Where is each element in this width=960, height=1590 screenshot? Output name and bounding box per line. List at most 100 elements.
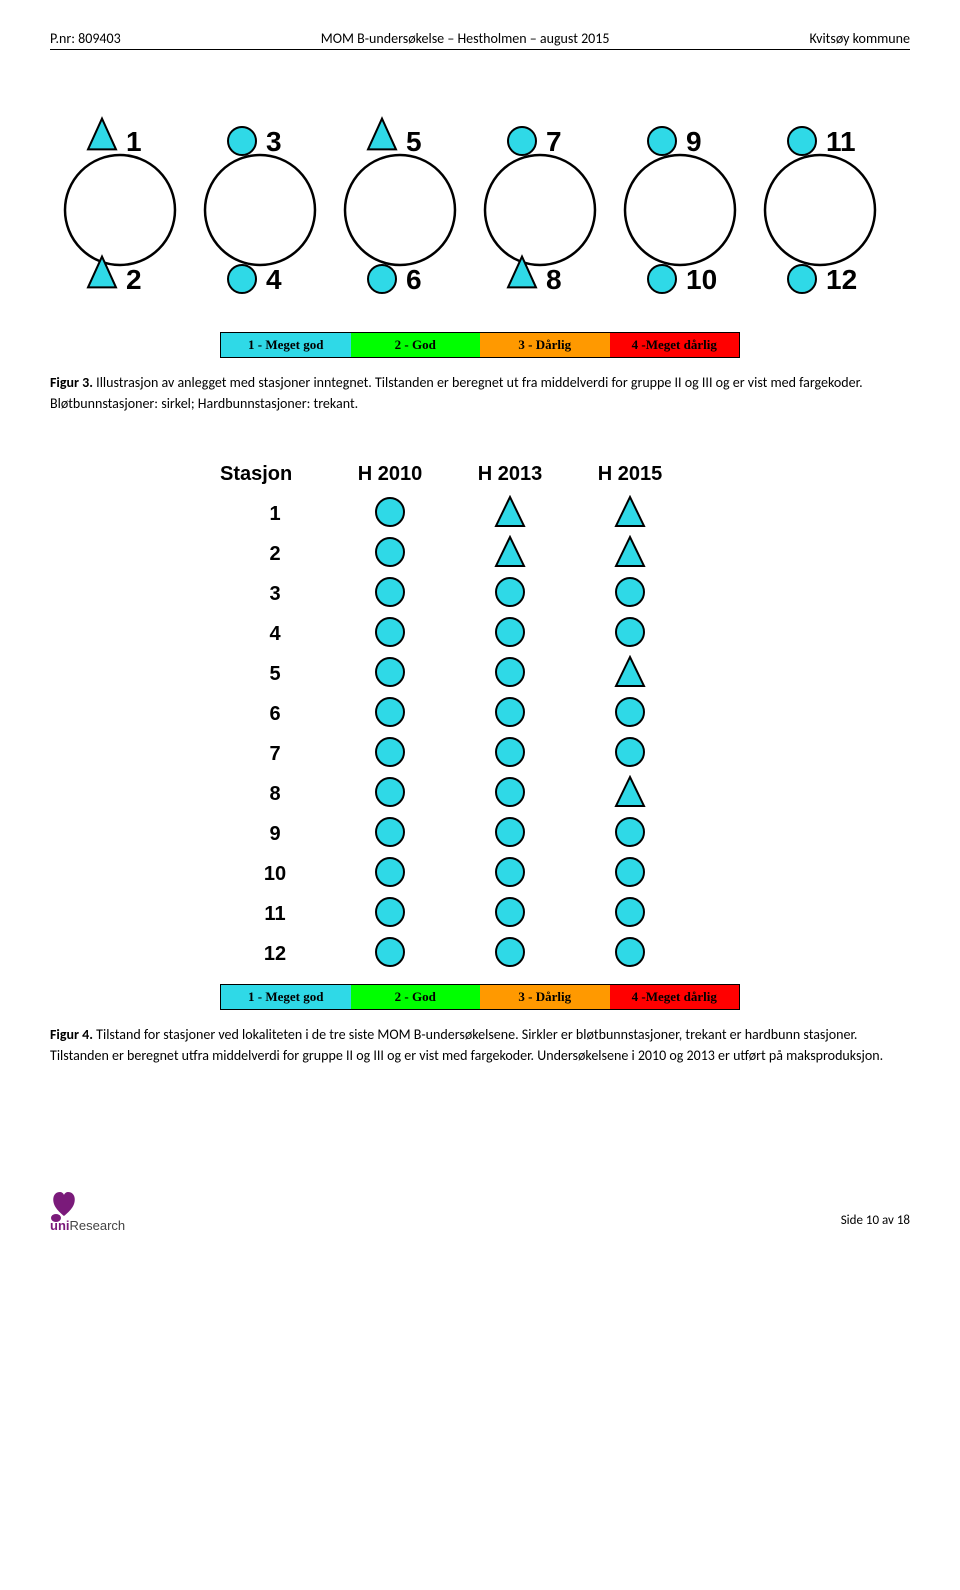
triangle-icon [496,537,524,566]
station-label-4: 4 [266,264,282,295]
triangle-icon [616,497,644,526]
figure4-caption-text: Tilstand for stasjoner ved lokaliteten i… [50,1026,883,1064]
page-number: Side 10 av 18 [841,1213,910,1228]
header-rule [50,49,910,50]
logo-text: Research [70,1218,126,1232]
fig4-cell-9-0 [330,815,450,853]
circle-icon [376,778,404,806]
fig4-row-label-5: 5 [220,663,330,686]
legend-cell-1: 1 - Meget god [221,985,351,1009]
fig4-cell-10-1 [450,855,570,893]
circle-icon [376,938,404,966]
fig4-row-8: 8 [220,774,740,814]
figure4-legend: 1 - Meget god2 - God3 - Dårlig4 -Meget d… [220,984,740,1010]
station-label-8: 8 [546,264,562,295]
fig4-cell-7-2 [570,735,690,773]
fig4-cell-3-0 [330,575,450,613]
fig4-row-label-8: 8 [220,783,330,806]
fig4-row-label-10: 10 [220,863,330,886]
fig4-cell-4-0 [330,615,450,653]
legend-cell-1: 1 - Meget god [221,333,351,357]
circle-icon [616,818,644,846]
circle-icon [616,938,644,966]
fig4-cell-1-0 [330,495,450,533]
fig4-row-label-6: 6 [220,703,330,726]
triangle-icon [616,777,644,806]
legend-cell-2: 2 - God [351,333,481,357]
fig4-cell-12-0 [330,935,450,973]
fig4-cell-9-2 [570,815,690,853]
fig4-cell-6-2 [570,695,690,733]
station-1: 1 [88,119,142,157]
page-header: P.nr: 809403 MOM B-undersøkelse – Hestho… [50,30,910,47]
figure3-legend: 1 - Meget god2 - God3 - Dårlig4 -Meget d… [220,332,740,358]
fig4-row-7: 7 [220,734,740,774]
fig4-row-label-1: 1 [220,503,330,526]
fig4-cell-5-1 [450,655,570,693]
station-4: 4 [228,264,282,295]
fig4-cell-7-0 [330,735,450,773]
cage-5 [625,155,735,265]
circle-icon [376,898,404,926]
fig4-cell-12-1 [450,935,570,973]
circle-icon [376,538,404,566]
circle-icon [496,618,524,646]
figure4-header-row: Stasjon H 2010 H 2013 H 2015 [220,454,740,494]
station-label-5: 5 [406,126,422,157]
fig4-cell-11-0 [330,895,450,933]
fig4-cell-10-2 [570,855,690,893]
station-label-6: 6 [406,264,422,295]
fig4-cell-9-1 [450,815,570,853]
triangle-icon [616,537,644,566]
fig4-cell-10-0 [330,855,450,893]
fig4-cell-7-1 [450,735,570,773]
circle-icon [376,578,404,606]
header-center: MOM B-undersøkelse – Hestholmen – august… [321,30,610,47]
circle-icon [496,738,524,766]
legend-cell-2: 2 - God [351,985,481,1009]
cage-6 [765,155,875,265]
fig4-cell-2-1 [450,535,570,573]
fig4-cell-4-1 [450,615,570,653]
station-10: 10 [648,264,717,295]
fig4-row-3: 3 [220,574,740,614]
circle-icon [376,618,404,646]
figure4-col-label: Stasjon [220,463,330,486]
fig4-row-label-11: 11 [220,903,330,926]
station-label-1: 1 [126,126,142,157]
circle-icon [496,818,524,846]
fig4-cell-3-2 [570,575,690,613]
fig4-cell-8-2 [570,775,690,813]
circle-icon [496,658,524,686]
legend-cell-3: 3 - Dårlig [480,985,610,1009]
circle-icon [496,778,524,806]
fig4-row-10: 10 [220,854,740,894]
fig4-row-label-7: 7 [220,743,330,766]
figure4-year-1: H 2013 [450,463,570,486]
fig4-cell-11-2 [570,895,690,933]
legend-cell-4: 4 -Meget dårlig [610,985,740,1009]
fig4-row-9: 9 [220,814,740,854]
fig4-row-label-3: 3 [220,583,330,606]
header-left: P.nr: 809403 [50,30,121,47]
figure3-diagram: 123456789101112 [50,100,910,320]
station-7: 7 [508,126,562,157]
station-label-7: 7 [546,126,562,157]
fig4-row-4: 4 [220,614,740,654]
figure4-caption: Figur 4. Tilstand for stasjoner ved loka… [50,1024,910,1066]
fig4-cell-5-2 [570,655,690,693]
fig4-row-12: 12 [220,934,740,974]
fig4-row-11: 11 [220,894,740,934]
circle-icon [616,698,644,726]
fig4-row-2: 2 [220,534,740,574]
circle-icon [496,698,524,726]
station-11: 11 [788,126,856,157]
cage-3 [345,155,455,265]
station-label-10: 10 [686,264,717,295]
fig4-row-label-4: 4 [220,623,330,646]
fig4-cell-11-1 [450,895,570,933]
cage-2 [205,155,315,265]
circle-icon [376,698,404,726]
circle-icon [376,738,404,766]
fig4-cell-4-2 [570,615,690,653]
